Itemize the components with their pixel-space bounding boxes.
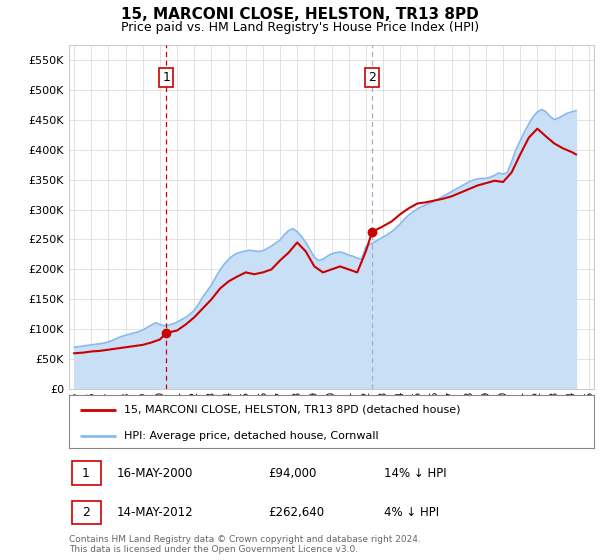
Text: HPI: Average price, detached house, Cornwall: HPI: Average price, detached house, Corn… bbox=[124, 431, 379, 441]
Text: 15, MARCONI CLOSE, HELSTON, TR13 8PD (detached house): 15, MARCONI CLOSE, HELSTON, TR13 8PD (de… bbox=[124, 405, 461, 415]
Text: 14% ↓ HPI: 14% ↓ HPI bbox=[384, 466, 446, 480]
Text: 16-MAY-2000: 16-MAY-2000 bbox=[116, 466, 193, 480]
Text: 2: 2 bbox=[368, 71, 376, 84]
Text: 15, MARCONI CLOSE, HELSTON, TR13 8PD: 15, MARCONI CLOSE, HELSTON, TR13 8PD bbox=[121, 7, 479, 22]
Text: 2: 2 bbox=[82, 506, 90, 519]
FancyBboxPatch shape bbox=[71, 461, 101, 485]
Text: Price paid vs. HM Land Registry's House Price Index (HPI): Price paid vs. HM Land Registry's House … bbox=[121, 21, 479, 34]
Text: 4% ↓ HPI: 4% ↓ HPI bbox=[384, 506, 439, 519]
Text: 1: 1 bbox=[82, 466, 90, 480]
Text: 1: 1 bbox=[163, 71, 170, 84]
Text: £94,000: £94,000 bbox=[269, 466, 317, 480]
Text: Contains HM Land Registry data © Crown copyright and database right 2024.
This d: Contains HM Land Registry data © Crown c… bbox=[69, 535, 421, 554]
Text: £262,640: £262,640 bbox=[269, 506, 325, 519]
FancyBboxPatch shape bbox=[71, 501, 101, 524]
Text: 14-MAY-2012: 14-MAY-2012 bbox=[116, 506, 193, 519]
